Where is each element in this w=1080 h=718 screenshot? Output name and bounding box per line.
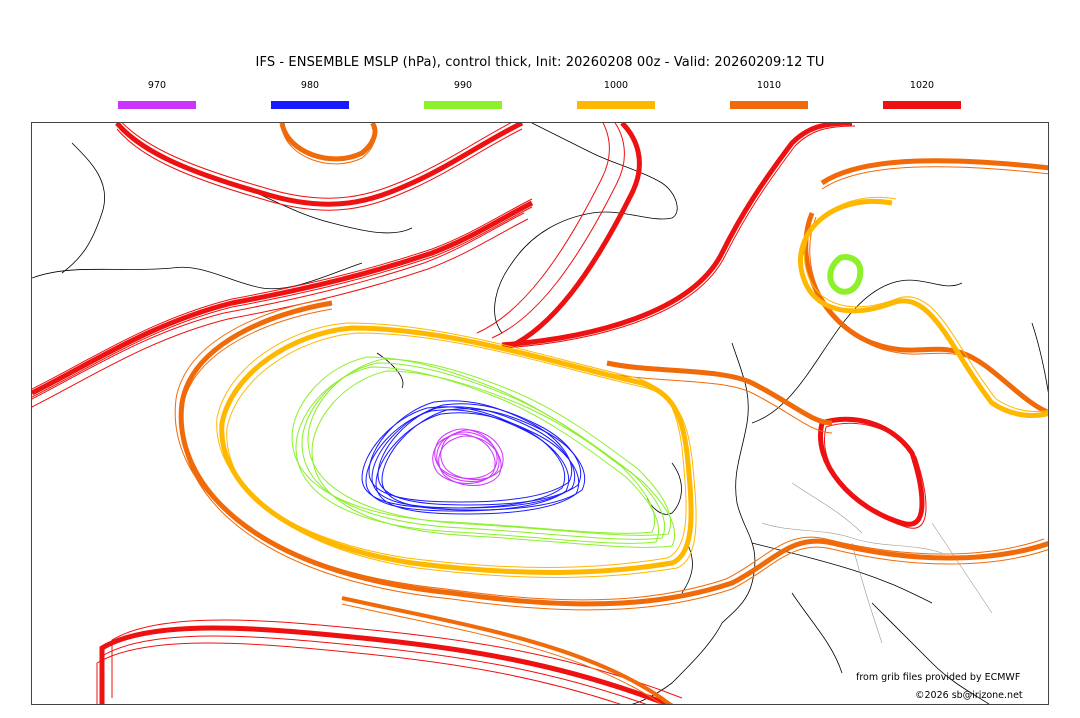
legend-swatch [118,101,196,109]
isobars-990 [291,257,860,548]
legend-label: 980 [300,80,320,91]
map-title: IFS - ENSEMBLE MSLP (hPa), control thick… [255,55,825,70]
legend-label: 970 [147,80,167,91]
legend-swatch [883,101,961,109]
legend-swatch [424,101,502,109]
copyright-credit: ©2026 sb@irizone.net [915,690,1023,701]
legend-item-970: 970 [118,80,196,109]
legend-swatch [730,101,808,109]
ensemble-mslp-map [31,122,1049,705]
borders [761,482,993,644]
coastlines [32,123,1048,704]
legend-item-990: 990 [424,80,502,109]
legend-swatch [271,101,349,109]
legend-label: 990 [453,80,473,91]
legend-item-980: 980 [271,80,349,109]
legend-swatch [577,101,655,109]
legend-label: 1010 [756,80,782,91]
legend-item-1010: 1010 [730,80,808,109]
legend-label: 1020 [909,80,935,91]
legend-item-1000: 1000 [577,80,655,109]
map-canvas [32,123,1048,704]
data-source-credit: from grib files provided by ECMWF [856,672,1021,683]
legend-label: 1000 [603,80,629,91]
isobars-970 [432,428,504,486]
legend-item-1020: 1020 [883,80,961,109]
